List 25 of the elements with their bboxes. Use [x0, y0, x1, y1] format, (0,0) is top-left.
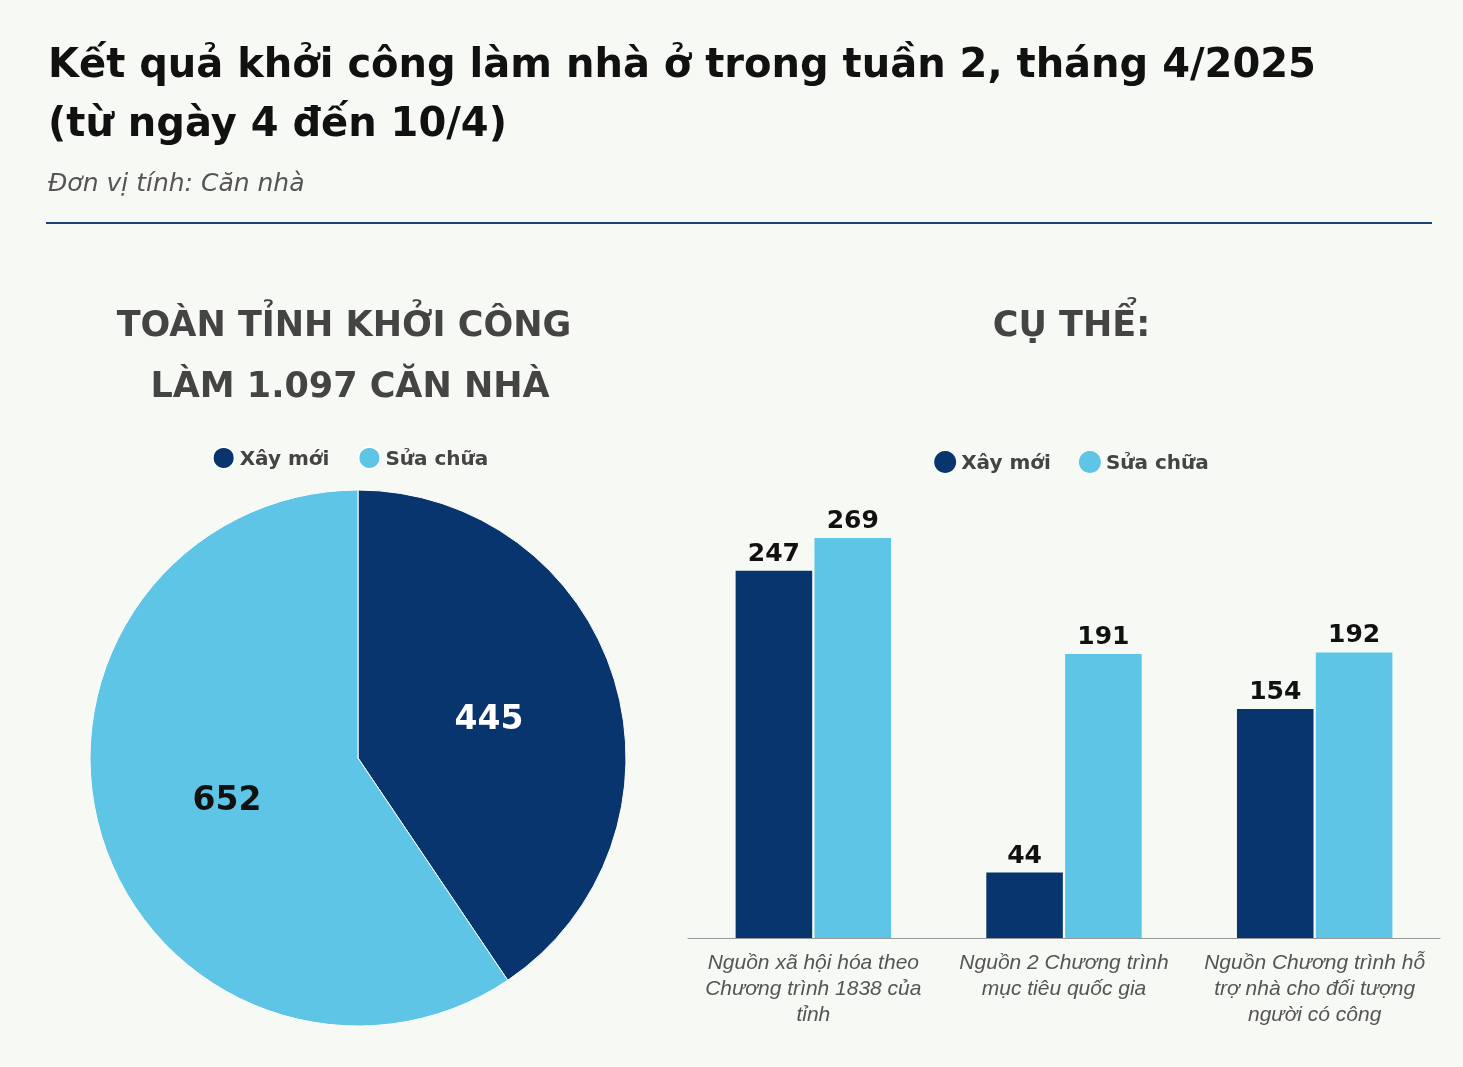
chart-title: CỤ THỂ: — [992, 296, 1151, 344]
data-label: 247 — [747, 537, 800, 567]
data-label: 44 — [1007, 839, 1042, 869]
data-label: 269 — [826, 505, 879, 534]
x-tick-label: Nguồn Chương trình hỗ trợ nhà cho đối tượng người có công — [1204, 949, 1426, 1025]
bar — [986, 872, 1063, 938]
x-tick-label: Nguồn 2 Chương trình mục tiêu quốc gia — [959, 949, 1169, 999]
chart-title: TOÀN TỈNH KHỞI CÔNG LÀM 1.097 CĂN NHÀ — [116, 298, 584, 405]
bar — [1065, 653, 1142, 938]
data-label: 191 — [1077, 620, 1130, 650]
bar — [814, 538, 892, 938]
data-label: 445 — [454, 698, 524, 738]
text: Đơn vị tính: Căn nhà — [47, 168, 306, 197]
data-label: 652 — [192, 778, 262, 818]
x-tick-label: Nguồn xã hội hóa theo Chương trình 1838 của tỉnh — [705, 949, 922, 1025]
data-label: 154 — [1249, 676, 1302, 705]
bar — [735, 570, 813, 938]
legend-label: Xây mới — [239, 446, 330, 470]
bar — [1236, 709, 1314, 938]
bar — [1315, 652, 1393, 938]
data-label: 192 — [1328, 619, 1381, 649]
legend-label: Sửa chữa — [1105, 450, 1209, 474]
legend-label: Sửa chữa — [385, 446, 489, 470]
legend-label: Xây mới — [961, 450, 1051, 474]
text: Kết quả khởi công làm nhà ở trong tuần 2, tháng 4/2025 (từ ngày 4 đến 10/4) — [47, 39, 1317, 147]
